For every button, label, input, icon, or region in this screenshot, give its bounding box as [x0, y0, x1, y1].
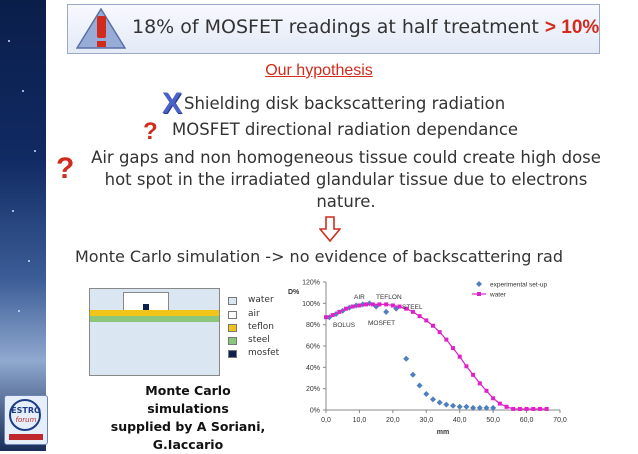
experimental-data-point	[483, 404, 490, 411]
hypothesis-3: Air gaps and non homogeneous tissue coul…	[91, 148, 601, 211]
water-data-point	[384, 302, 389, 307]
experimental-data-point	[429, 396, 436, 403]
x-tick-label: 30,0	[419, 417, 433, 424]
conclusion-text: Monte Carlo simulation -> no evidence of…	[74, 247, 563, 266]
x-tick-label: 40,0	[453, 417, 467, 424]
title-banner: 18% of MOSFET readings at half treatment…	[67, 4, 600, 54]
y-tick-label: 60%	[306, 344, 320, 351]
x-tick-label: 10,0	[353, 417, 367, 424]
water-data-point	[417, 314, 422, 319]
water-data-point	[424, 318, 429, 323]
chart-annotation: TEFLON	[376, 294, 402, 301]
water-data-point	[330, 313, 335, 318]
water-data-point	[350, 304, 355, 309]
threshold-highlight: > 10%	[544, 17, 600, 38]
y-tick-label: 20%	[306, 386, 320, 393]
chart-annotation: BOLUS	[333, 322, 356, 329]
experimental-data-point	[366, 300, 373, 307]
legend-marker-water	[477, 292, 481, 296]
experimental-data-point	[476, 404, 483, 411]
chart-annotation: AIR	[354, 294, 365, 301]
experimental-data-point	[470, 404, 477, 411]
simulation-model-diagram	[89, 288, 220, 376]
water-data-point	[524, 406, 529, 411]
water-data-point	[484, 388, 489, 393]
water-data-point	[457, 354, 462, 359]
water-data-point	[344, 306, 349, 311]
hypothesis-1: Shielding disk backscattering radiation	[184, 94, 506, 113]
page-title: 18% of MOSFET readings at half treatment…	[132, 16, 600, 38]
water-data-point	[477, 381, 482, 386]
legend-marker-experimental	[476, 281, 482, 287]
side-decoration-band	[0, 0, 46, 451]
y-axis-label: D%	[288, 289, 300, 296]
x-tick-label: 20,0	[386, 417, 400, 424]
water-series-line	[325, 303, 547, 410]
chart-annotation: MOSFET	[368, 320, 395, 327]
water-data-point	[511, 406, 516, 411]
water-data-point	[390, 303, 395, 308]
credit-text: Monte Carlo simulations supplied by A So…	[110, 383, 266, 452]
y-tick-label: 80%	[306, 322, 320, 329]
water-data-point	[497, 401, 502, 406]
x-tick-label: 0,0	[321, 417, 331, 424]
x-tick-label: 70,0	[553, 417, 567, 424]
experimental-data-point	[490, 404, 497, 411]
y-tick-label: 0%	[310, 408, 320, 415]
x-tick-label: 60,0	[520, 417, 534, 424]
water-data-point	[491, 396, 496, 401]
y-tick-label: 100%	[302, 301, 320, 308]
dose-profile-chart: 0% 20% 40% 60% 80% 100% 120% 0,0 10,0 20,0 30,0 40,…	[288, 280, 567, 437]
exclamation-icon	[76, 8, 126, 49]
legend-label: water	[489, 292, 507, 299]
x-icon: X	[162, 87, 183, 120]
water-data-point	[504, 404, 509, 409]
down-arrow-icon	[319, 216, 341, 242]
experimental-data-point	[463, 403, 470, 410]
mosfet-marker	[143, 304, 149, 310]
steel-layer	[90, 316, 219, 322]
water-data-point	[364, 302, 369, 307]
water-data-point	[357, 303, 362, 308]
experimental-data-point	[383, 308, 390, 315]
water-data-point	[537, 406, 542, 411]
water-data-point	[377, 302, 382, 307]
legend-label: experimental set-up	[490, 282, 547, 289]
y-tick-label: 40%	[306, 365, 320, 372]
water-data-point	[370, 302, 375, 307]
experimental-data-point	[403, 355, 410, 362]
water-data-point	[471, 372, 476, 377]
water-data-point	[531, 406, 536, 411]
water-data-point	[437, 330, 442, 335]
experimental-data-point	[416, 382, 423, 389]
water-data-point	[430, 323, 435, 328]
water-data-point	[397, 304, 402, 309]
x-tick-label: 50,0	[486, 417, 500, 424]
experimental-data-point	[456, 403, 463, 410]
estro-forum-logo: ESTRO forum	[4, 395, 48, 445]
question-icon: ?	[56, 152, 75, 185]
question-icon: ?	[143, 118, 158, 145]
water-data-point	[410, 309, 415, 314]
hypothesis-2: MOSFET directional radiation dependance	[172, 120, 519, 139]
experimental-data-point	[409, 371, 416, 378]
water-data-point	[337, 309, 342, 314]
water-data-point	[517, 406, 522, 411]
chart-annotation: STEEL	[402, 304, 423, 311]
water-data-point	[444, 337, 449, 342]
experimental-data-point	[450, 402, 457, 409]
experimental-data-point	[436, 399, 443, 406]
water-data-point	[404, 306, 409, 311]
teflon-layer	[90, 310, 219, 316]
experimental-data-point	[423, 391, 430, 397]
water-data-point	[544, 406, 549, 411]
y-tick-label: 120%	[302, 280, 320, 287]
water-data-point	[464, 364, 469, 369]
x-axis-label: mm	[437, 429, 449, 436]
water-data-point	[324, 315, 328, 320]
hypothesis-heading: Our hypothesis	[265, 62, 373, 79]
experimental-data-point	[443, 401, 450, 408]
water-data-point	[451, 346, 456, 351]
